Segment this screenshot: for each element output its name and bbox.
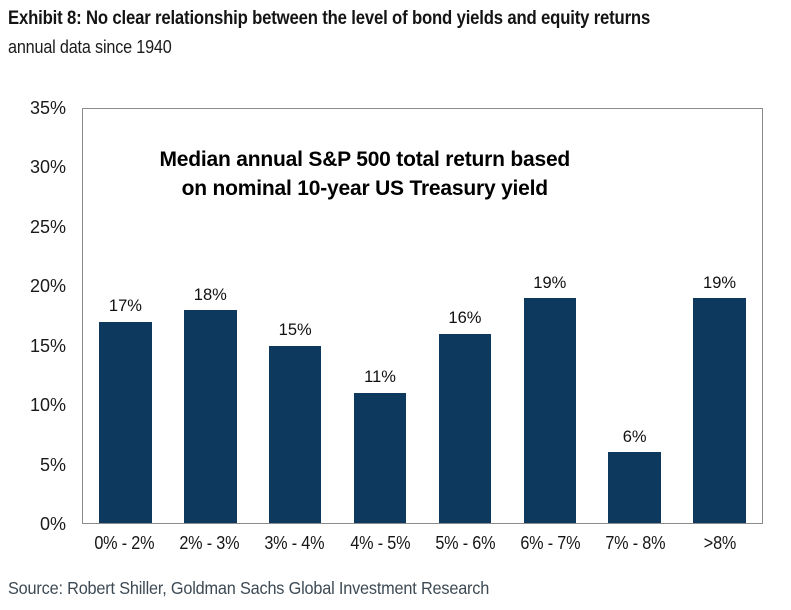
x-tick-cell: >8% xyxy=(678,533,763,557)
bar-value-label: 15% xyxy=(278,321,312,340)
bar xyxy=(693,298,746,523)
y-tick-label: 25% xyxy=(29,216,66,237)
bar xyxy=(268,345,322,523)
exhibit-header: Exhibit 8: No clear relationship between… xyxy=(8,8,791,58)
x-tick-label: 3% - 4% xyxy=(264,533,325,553)
exhibit-title: Exhibit 8: No clear relationship between… xyxy=(8,8,651,29)
bar-column: 16% xyxy=(423,109,508,523)
bar-value-label: 19% xyxy=(703,273,737,292)
x-tick-label: 2% - 3% xyxy=(179,533,240,553)
plot-area: Median annual S&P 500 total return based… xyxy=(82,108,763,524)
bar-column: 6% xyxy=(592,109,677,523)
bar xyxy=(99,321,152,523)
chart-title: Median annual S&P 500 total return based… xyxy=(83,145,647,204)
x-tick-cell: 6% - 7% xyxy=(508,533,593,557)
bar xyxy=(184,310,237,523)
bar xyxy=(608,452,661,523)
bar-column: 19% xyxy=(507,109,592,523)
y-tick-label: 35% xyxy=(29,98,66,118)
x-tick-label: 5% - 6% xyxy=(435,533,496,553)
bar-column: 19% xyxy=(677,109,762,523)
bar-column: 17% xyxy=(83,109,168,523)
chart-title-line-1: Median annual S&P 500 total return based xyxy=(159,148,571,171)
bar-value-label: 18% xyxy=(193,285,227,304)
exhibit-subtitle: annual data since 1940 xyxy=(8,37,172,57)
bar xyxy=(353,392,407,523)
x-tick-cell: 5% - 6% xyxy=(423,533,508,557)
x-tick-cell: 7% - 8% xyxy=(593,533,678,557)
x-tick-label: >8% xyxy=(704,533,737,553)
x-tick-label: 4% - 5% xyxy=(349,533,410,553)
chart-title-line-2: on nominal 10-year US Treasury yield xyxy=(181,177,548,201)
bar xyxy=(523,298,577,523)
x-axis: 0% - 2% 2% - 3% 3% - 4% 4% - 5% 5% - 6% 6% - … xyxy=(82,533,763,557)
y-tick-label: 10% xyxy=(29,395,66,416)
bar-value-label: 11% xyxy=(364,368,396,387)
bar-column: 18% xyxy=(168,109,253,523)
y-tick-label: 5% xyxy=(39,454,66,475)
x-tick-cell: 4% - 5% xyxy=(337,533,422,557)
x-tick-cell: 3% - 4% xyxy=(252,533,337,557)
y-axis: 0% 5% 10% 15% 20% 25% 30% 35% xyxy=(0,99,66,533)
source-note: Source: Robert Shiller, Goldman Sachs Gl… xyxy=(8,578,490,598)
x-tick-label: 0% - 2% xyxy=(94,533,155,553)
bar-value-label: 6% xyxy=(622,427,647,446)
x-tick-label: 6% - 7% xyxy=(520,533,581,553)
y-tick-label: 15% xyxy=(29,335,66,356)
bar-value-label: 19% xyxy=(533,273,567,292)
bar-value-label: 16% xyxy=(448,309,482,328)
x-tick-label: 7% - 8% xyxy=(605,533,666,553)
y-tick-label: 30% xyxy=(29,157,66,178)
y-tick-label: 0% xyxy=(39,514,66,534)
bar-column: 11% xyxy=(338,109,423,523)
y-tick-label: 20% xyxy=(29,276,66,297)
x-tick-cell: 0% - 2% xyxy=(82,533,167,557)
bar xyxy=(438,333,492,523)
bar-value-label: 17% xyxy=(108,297,142,316)
x-tick-cell: 2% - 3% xyxy=(167,533,252,557)
bars-container: 17% 18% 15% 11% 16% 19% 6% 19% xyxy=(83,109,762,523)
bar-column: 15% xyxy=(253,109,338,523)
